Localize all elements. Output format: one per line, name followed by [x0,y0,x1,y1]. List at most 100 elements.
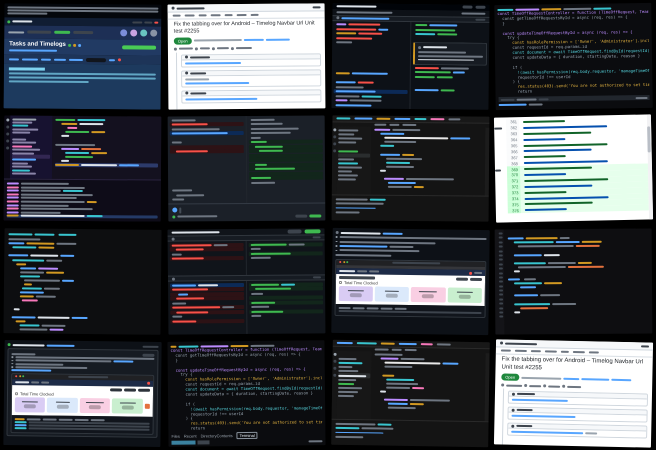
diff-left-column [167,116,245,203]
pr-comment-screenshot: Total Time Clocked [330,227,489,335]
vim-editor-screenshot: const TimeOffRequestController = functio… [167,339,326,447]
github-diff-screenshot [330,3,489,111]
code-area: const TimeOffRequestController = functio… [170,346,322,431]
scrollbar[interactable] [646,114,654,220]
red-dot-icon [117,58,121,62]
vim-editor-screenshot: const TimeOffRequestController = functio… [494,2,653,111]
issue-state-badge: Open [501,373,520,381]
profile-header: Tasks and Timelogs [4,38,161,56]
thumb-vscode-dark-2[interactable] [328,337,492,449]
vscode-screenshot [330,339,490,448]
active-tab [85,57,106,62]
stat-card-green [112,398,143,414]
bottom-tab[interactable]: Recent [183,433,197,439]
diff-line: 376 [508,205,649,214]
bottom-tab[interactable]: DirectoryContents [200,433,233,439]
check-icon [172,215,176,219]
tasks-timelogs-screenshot: Tasks and Timelogs [3,3,162,110]
thumb-github-issue-light[interactable]: Fix the tabbing over for Android – Timel… [164,1,328,113]
dashboard-body: Total Time Clocked [335,273,485,306]
diff-table: 361 362 363 364 365 366 [506,115,649,223]
thumb-editor-tabs-dark[interactable] [1,225,164,337]
thumb-vim-editor[interactable]: const TimeOffRequestController = functio… [492,1,655,113]
code-area [504,228,652,334]
notification-dot [468,270,472,274]
terminal-panel [3,178,161,223]
code-editor-screenshot [3,227,162,335]
prompt-paragraph [4,3,161,18]
page-title: Tasks and Timelogs [9,41,66,48]
embedded-screenshot: Total Time Clocked [10,372,154,435]
stat-card-blue [47,397,78,413]
github-issue-screenshot: Fix the tabbing over for Android – Timel… [494,339,654,448]
thumb-github-diff-light[interactable]: 361 362 363 364 365 366 [492,113,655,225]
diff-left-column [331,21,410,109]
thumb-test-file-editor[interactable] [492,225,655,337]
table-footer [335,303,484,317]
thumb-pr-comment-dashboard-2[interactable]: Total Time Clocked [1,337,164,449]
light-diff-screenshot: 361 362 363 364 365 366 [494,114,654,224]
profile-green-button [121,45,156,50]
stat-card-purple [338,285,373,301]
diff-right-column [245,115,325,203]
thumb-vim-editor-2[interactable]: const TimeOffRequestController = functio… [164,337,328,449]
thumb-vscode-dark-1[interactable] [328,113,492,225]
github-issue-screenshot: Fix the tabbing over for Android – Timel… [167,3,325,110]
stat-card-pink [79,397,111,414]
team-toolbar [4,25,162,40]
logo-icon [7,19,11,23]
highlighted-line [55,163,158,168]
issue-title: Fix the tabbing over for Android – Timel… [173,20,315,35]
split-diff-screenshot [167,115,325,223]
checkbox-icon [338,280,342,284]
selected-diff-line [169,282,244,287]
editor-pane [52,116,161,180]
avatar [129,29,137,37]
issue-comment [507,406,648,423]
thumb-split-diff-additions[interactable] [164,113,328,225]
issue-state-badge: Open [173,37,192,45]
minimap [484,127,489,197]
bottom-tab[interactable]: Files [171,433,180,439]
vscode-purple-screenshot [3,115,162,223]
issue-comment [507,422,648,439]
pr-comment-screenshot: Total Time Clocked [3,339,162,447]
selected-log-line [6,214,158,219]
issue-timeline [175,51,325,110]
editor-pane [370,351,485,421]
thumb-github-issue-light-2[interactable]: Fix the tabbing over for Android – Timel… [492,337,655,449]
editor-pane [370,127,484,196]
avatar [119,29,127,37]
bottom-tab[interactable]: Terminal [236,431,258,440]
cursor-hand-icon [144,403,150,409]
issue-title: Fix the tabbing over for Android – Timel… [501,356,644,371]
vscode-screenshot [331,115,489,223]
green-action-button [54,30,71,34]
file-explorer [336,126,371,196]
issue-comment [181,89,321,104]
comment-card: Total Time Clocked [6,347,159,438]
avatar [7,342,11,346]
avatar [139,29,147,37]
embedded-screenshot: Total Time Clocked [334,257,486,318]
issue-comment [180,53,321,68]
thumb-split-diff-two-files[interactable] [164,225,328,337]
issue-meta-row [168,46,325,51]
terminal-panel [330,418,488,448]
issue-timeline [502,388,653,448]
comment-form [167,202,325,223]
thumb-pr-comment-dashboard[interactable]: Total Time Clocked [328,225,492,337]
file-explorer [9,115,53,180]
avatar [172,207,178,213]
weekly-summary-panel [3,63,161,110]
results-table [11,414,153,434]
green-button [304,228,321,233]
thumb-github-diff-dark[interactable] [328,1,492,113]
issue-comment [180,69,321,88]
terminal-panel [331,194,489,223]
review-comment-box [412,41,487,66]
thumb-vscode-purple[interactable] [1,113,164,225]
thumb-tasks-timelogs-page[interactable]: Tasks and Timelogs [1,1,164,113]
stat-card-pink [410,286,445,302]
